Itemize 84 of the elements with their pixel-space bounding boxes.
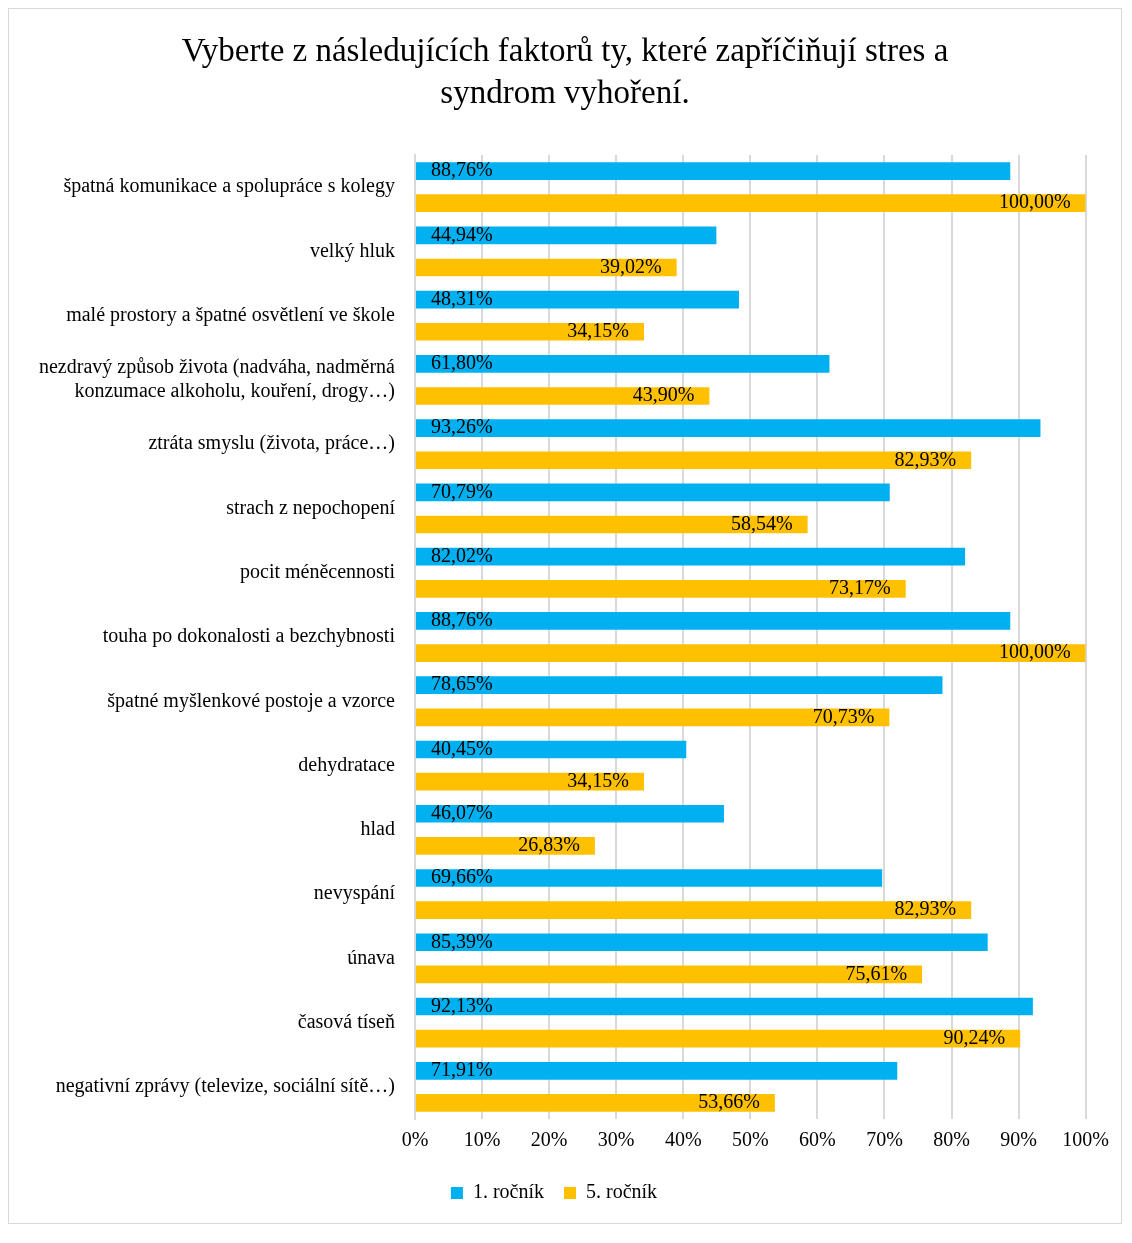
data-label: 46,07%	[430, 800, 493, 823]
data-label: 82,93%	[894, 897, 957, 920]
y-tick-label: velký hluk	[309, 238, 395, 262]
data-label: 100,00%	[999, 640, 1071, 663]
data-label: 75,61%	[845, 961, 908, 984]
y-tick-label: nevyspání	[313, 881, 396, 905]
data-label: 48,31%	[430, 286, 493, 309]
data-label: 82,02%	[430, 543, 493, 566]
bar	[415, 355, 830, 373]
chart-title: Vyberte z následujících faktorů ty, které zapříčiňují stres a syndrom vyhoření.	[180, 31, 950, 112]
x-tick-label: 20%	[530, 1128, 568, 1151]
data-label: 26,83%	[518, 833, 580, 856]
x-tick-label: 60%	[799, 1128, 836, 1151]
bar	[415, 708, 890, 727]
x-tick-label: 30%	[597, 1128, 635, 1151]
data-label: 92,13%	[430, 993, 493, 1016]
x-tick-label: 70%	[866, 1128, 903, 1151]
bar	[415, 804, 724, 823]
bar	[415, 644, 1086, 662]
bar	[415, 226, 717, 245]
data-label: 43,90%	[632, 383, 695, 406]
data-label: 70,73%	[812, 704, 875, 727]
bar	[415, 579, 906, 598]
y-tick-label: pocit méněcennosti	[240, 559, 396, 583]
bar	[415, 1029, 1021, 1048]
y-tick-label: touha po dokonalosti a bezchybnosti	[102, 624, 396, 648]
y-tick-label: únava	[347, 945, 396, 968]
data-label: 40,45%	[430, 736, 493, 759]
bar	[415, 676, 943, 695]
y-tick-label: špatné myšlenkové postoje a vzorce	[107, 688, 396, 712]
data-label: 93,26%	[430, 415, 493, 438]
data-label: 44,94%	[430, 222, 493, 245]
legend-label: 1. ročník	[472, 1180, 544, 1203]
data-label: 73,17%	[829, 576, 891, 599]
data-label: 85,39%	[430, 929, 493, 952]
data-label: 53,66%	[698, 1090, 760, 1113]
x-tick-label: 100%	[1062, 1128, 1110, 1151]
x-tick-label: 40%	[664, 1128, 702, 1151]
y-tick-label: časová tíseň	[297, 1009, 395, 1032]
bar	[415, 322, 645, 341]
data-label: 58,54%	[730, 511, 793, 534]
legend-label: 5. ročník	[586, 1180, 658, 1203]
bar	[415, 965, 923, 984]
x-tick-label: 10%	[463, 1128, 501, 1151]
y-tick-label: špatná komunikace a spolupráce s kolegy	[63, 174, 395, 198]
bar	[415, 547, 966, 566]
x-tick-label: 50%	[731, 1128, 769, 1151]
data-label: 82,93%	[894, 447, 957, 470]
x-tick-label: 90%	[1000, 1128, 1037, 1151]
data-label: 100,00%	[999, 190, 1071, 213]
x-tick-label: 80%	[933, 1128, 970, 1151]
y-tick-label: negativní zprávy (televize, sociální sítě…)	[55, 1074, 395, 1098]
data-label: 69,66%	[430, 865, 493, 888]
bar	[415, 901, 972, 919]
bar	[415, 612, 1011, 630]
bar	[415, 387, 710, 405]
data-label: 78,65%	[430, 672, 493, 695]
bar	[415, 997, 1033, 1016]
x-tick-label: 0%	[401, 1128, 429, 1151]
data-label: 71,91%	[430, 1058, 493, 1081]
bar	[415, 419, 1041, 437]
bar	[415, 483, 890, 502]
y-tick-label: dehydratace	[298, 752, 396, 776]
data-label: 90,24%	[943, 1025, 1006, 1048]
y-tick-label: ztráta smyslu (života, práce…)	[148, 431, 395, 455]
y-tick-label: strach z nepochopení	[226, 495, 396, 519]
data-label: 34,15%	[567, 318, 630, 341]
data-label: 70,79%	[430, 479, 493, 502]
data-label: 88,76%	[430, 608, 493, 631]
bar	[415, 162, 1011, 180]
data-label: 61,80%	[430, 351, 493, 374]
bar	[415, 451, 972, 470]
bar	[415, 1061, 898, 1080]
data-label: 34,15%	[567, 768, 630, 791]
y-tick-label: hlad	[360, 817, 395, 840]
data-label: 88,76%	[430, 158, 493, 181]
y-tick-label: nezdravý způsob života (nadváha, nadměrná konzumace alkoholu, kouření, drogy…)	[38, 355, 396, 403]
bar	[415, 1094, 775, 1112]
bar	[415, 515, 808, 534]
bar	[415, 933, 988, 952]
y-tick-label: malé prostory a špatné osvětlení ve škole	[66, 302, 396, 326]
bar	[415, 869, 883, 887]
data-label: 39,02%	[600, 254, 662, 277]
bar	[415, 194, 1086, 213]
